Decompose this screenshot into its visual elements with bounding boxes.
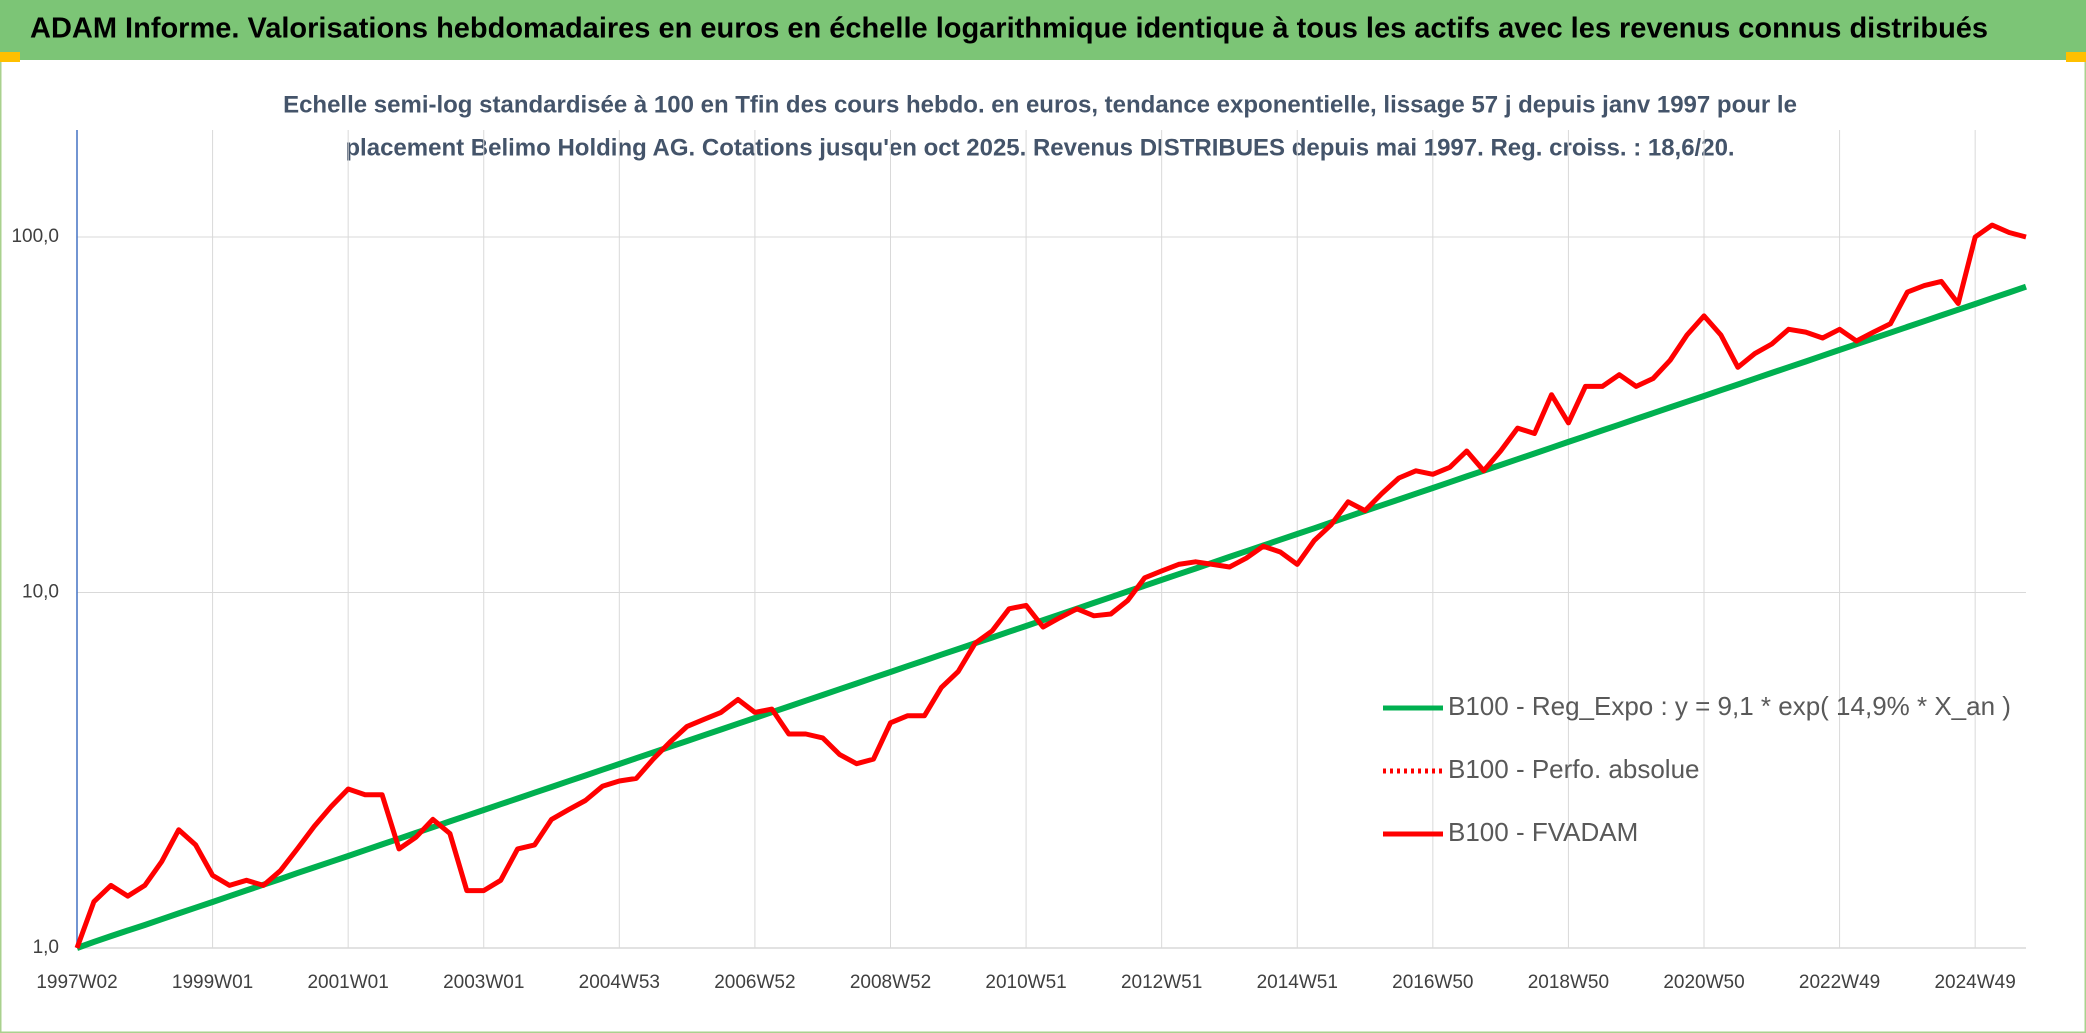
x-tick-label: 2016W50 <box>1392 972 1473 993</box>
y-tick-label: 10,0 <box>22 582 59 603</box>
x-tick-label: 2008W52 <box>850 972 931 993</box>
x-tick-label: 2003W01 <box>443 972 524 993</box>
x-tick-label: 2006W52 <box>714 972 795 993</box>
chart-title: placement Belimo Holding AG. Cotations j… <box>345 134 1734 161</box>
series-line <box>75 283 2027 951</box>
x-tick-label: 2020W50 <box>1663 972 1744 993</box>
x-tick-label: 2001W01 <box>307 972 388 993</box>
header-title: ADAM Informe. Valorisations hebdomadaire… <box>30 13 1988 45</box>
x-tick-label: 2018W50 <box>1528 972 1609 993</box>
header-bar <box>0 0 2086 60</box>
chart-title: Echelle semi-log standardisée à 100 en T… <box>283 91 1797 118</box>
legend-label: B100 - Reg_Expo : y = 9,1 * exp( 14,9% *… <box>1448 691 2011 721</box>
x-tick-label: 2014W51 <box>1257 972 1338 993</box>
x-tick-label: 1999W01 <box>172 972 253 993</box>
legend-label: B100 - Perfo. absolue <box>1448 754 1700 784</box>
x-tick-label: 2012W51 <box>1121 972 1202 993</box>
x-tick-label: 2024W49 <box>1934 972 2015 993</box>
corner <box>2066 52 2086 62</box>
x-tick-label: 1997W02 <box>36 972 117 993</box>
y-tick-label: 100,0 <box>11 226 59 247</box>
x-tick-label: 2022W49 <box>1799 972 1880 993</box>
series-line <box>74 222 2027 949</box>
x-tick-label: 2010W51 <box>985 972 1066 993</box>
x-tick-label: 2004W53 <box>579 972 660 993</box>
y-tick-label: 1,0 <box>33 937 59 958</box>
corner <box>0 52 20 62</box>
legend-label: B100 - FVADAM <box>1448 817 1638 847</box>
